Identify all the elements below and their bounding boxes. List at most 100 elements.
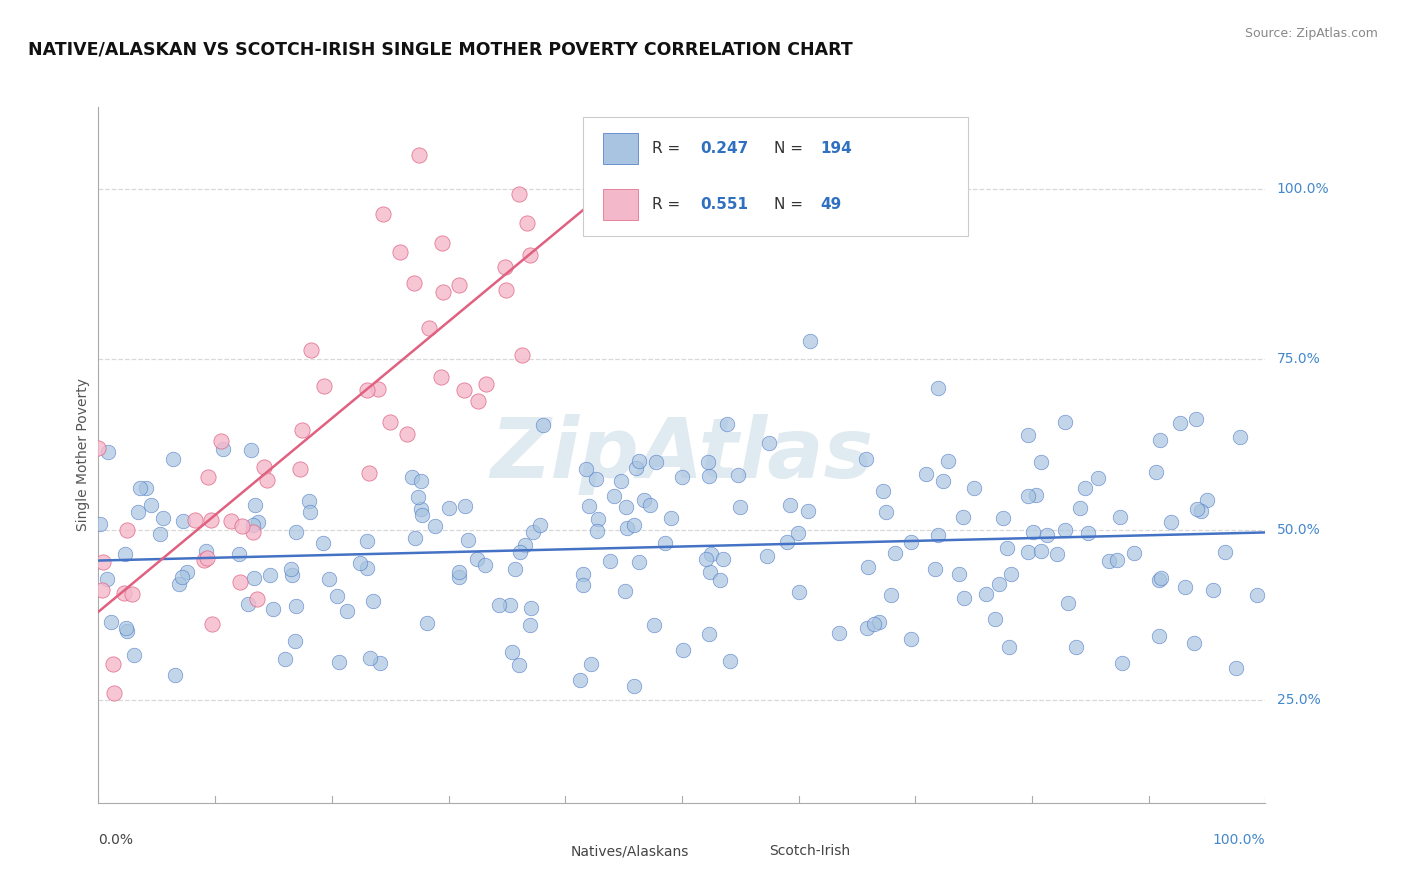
Point <box>112 586 135 600</box>
Point <box>1046 547 1069 561</box>
Point <box>602 489 624 503</box>
Point <box>1021 525 1043 540</box>
Point <box>984 612 1007 626</box>
Point <box>1150 570 1173 584</box>
Point <box>117 624 139 639</box>
Point <box>700 547 723 561</box>
Point <box>259 568 281 582</box>
Point <box>779 498 801 512</box>
Point <box>936 454 959 468</box>
Text: Source: ZipAtlas.com: Source: ZipAtlas.com <box>1244 27 1378 40</box>
Point <box>285 524 308 539</box>
Point <box>247 515 270 529</box>
Point <box>290 423 312 437</box>
Text: 50.0%: 50.0% <box>1277 523 1320 537</box>
Point <box>336 604 359 618</box>
Point <box>447 277 470 292</box>
Point <box>349 557 371 571</box>
Point <box>299 505 322 519</box>
Point <box>623 680 645 694</box>
Point <box>361 594 384 608</box>
Point <box>787 525 810 540</box>
Point <box>995 541 1018 556</box>
Point <box>312 535 335 549</box>
Point <box>437 501 460 516</box>
Point <box>581 657 603 671</box>
Point <box>152 511 174 525</box>
Point <box>494 260 516 274</box>
Point <box>117 523 139 537</box>
Point <box>987 577 1010 591</box>
Point <box>378 415 401 429</box>
Point <box>357 467 380 481</box>
Point <box>432 285 454 299</box>
Point <box>927 527 949 541</box>
Point <box>139 498 162 512</box>
Point <box>395 427 418 442</box>
Point <box>172 514 194 528</box>
Point <box>1182 636 1205 650</box>
Point <box>1053 524 1076 538</box>
Point <box>231 518 253 533</box>
Point <box>128 481 150 495</box>
Point <box>184 513 207 527</box>
Point <box>457 533 479 548</box>
Point <box>1017 428 1039 442</box>
Point <box>997 640 1019 654</box>
Text: 0.247: 0.247 <box>700 141 749 156</box>
Point <box>1149 629 1171 643</box>
Point <box>447 570 470 584</box>
Point <box>474 558 496 573</box>
Point <box>529 518 551 533</box>
Point <box>96 572 118 586</box>
Text: Scotch-Irish: Scotch-Irish <box>769 844 851 858</box>
Point <box>121 586 143 600</box>
Point <box>872 484 894 499</box>
Point <box>401 470 423 484</box>
Point <box>671 469 693 483</box>
Point <box>408 491 430 505</box>
Point <box>1031 544 1053 558</box>
Point <box>135 481 157 495</box>
Point <box>522 524 544 539</box>
Point <box>288 462 311 476</box>
Point <box>697 626 720 640</box>
Point <box>280 561 302 575</box>
Point <box>488 598 510 612</box>
Point <box>195 544 218 558</box>
Point <box>314 378 336 392</box>
Point <box>697 469 720 483</box>
Point <box>510 348 533 362</box>
Point <box>787 585 810 599</box>
Point <box>515 538 537 552</box>
Point <box>776 535 799 549</box>
Point <box>1105 553 1128 567</box>
Point <box>1144 466 1167 480</box>
Point <box>1229 429 1251 443</box>
Point <box>212 442 235 456</box>
Point <box>571 578 593 592</box>
Point <box>411 508 433 523</box>
Point <box>371 207 394 221</box>
Point <box>195 550 218 565</box>
Point <box>695 551 717 566</box>
Point <box>256 473 278 487</box>
Point <box>475 377 498 392</box>
Point <box>87 441 110 455</box>
Point <box>900 535 922 549</box>
Point <box>503 562 526 576</box>
Point <box>501 645 523 659</box>
Point <box>1202 583 1225 598</box>
Point <box>1122 546 1144 560</box>
Text: 0.0%: 0.0% <box>98 833 134 847</box>
Point <box>900 632 922 646</box>
Point <box>193 552 215 566</box>
Point <box>1017 489 1039 503</box>
Point <box>875 505 897 519</box>
Text: N =: N = <box>775 141 808 156</box>
Text: 75.0%: 75.0% <box>1277 352 1320 367</box>
Point <box>499 598 522 612</box>
Point <box>1160 515 1182 529</box>
Point <box>416 616 439 631</box>
Point <box>1187 502 1209 516</box>
